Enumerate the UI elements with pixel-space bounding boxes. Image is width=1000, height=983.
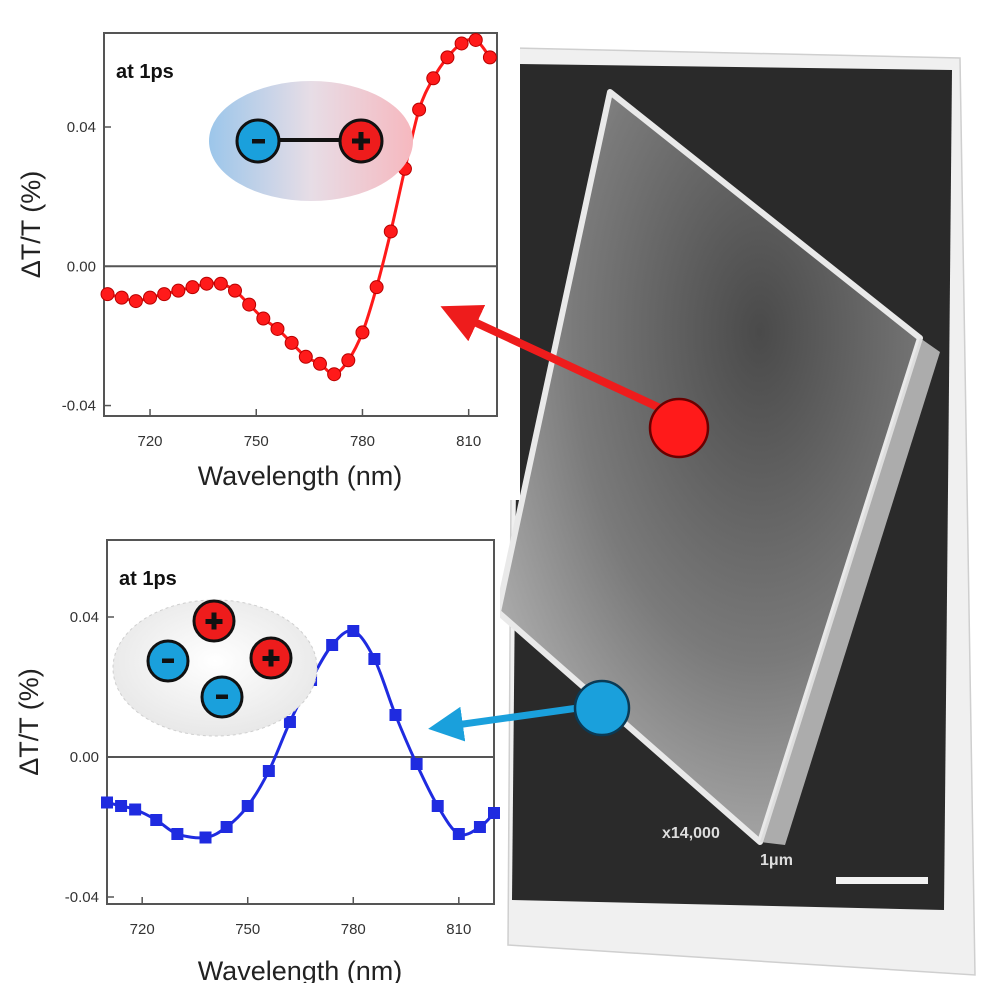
bottom-plot-card bbox=[30, 520, 500, 983]
bottom-data-point bbox=[488, 807, 500, 819]
top-data-point bbox=[185, 280, 200, 295]
top-data-point bbox=[327, 367, 342, 382]
bottom-y-axis-label: ΔT/T (%) bbox=[14, 668, 44, 776]
top-data-point bbox=[369, 280, 384, 295]
top-data-point bbox=[270, 321, 285, 336]
top-y-tick-label: 0.00 bbox=[67, 258, 96, 275]
bottom-data-point bbox=[326, 639, 339, 651]
bound-exciton-pair-icon bbox=[209, 81, 413, 201]
bottom-x-tick-label: 780 bbox=[341, 921, 366, 938]
blue-circle-marker bbox=[573, 679, 631, 737]
bottom-x-tick-label: 810 bbox=[446, 921, 471, 938]
red-arrow bbox=[440, 304, 662, 412]
sem-scale-label: 1μm bbox=[760, 852, 793, 869]
bottom-x-tick-label: 750 bbox=[235, 921, 260, 938]
top-y-tick-label: -0.04 bbox=[62, 398, 96, 415]
top-data-point bbox=[128, 294, 143, 309]
bottom-annotation-at-1ps: at 1ps bbox=[119, 568, 177, 590]
bottom-data-point bbox=[347, 625, 360, 637]
bottom-data-point bbox=[241, 800, 254, 812]
top-data-point bbox=[454, 36, 469, 51]
top-x-axis-label: Wavelength (nm) bbox=[198, 461, 403, 491]
blue-arrow bbox=[428, 704, 579, 742]
top-data-point bbox=[284, 335, 299, 350]
top-data-point bbox=[341, 353, 356, 368]
bottom-x-tick-label: 720 bbox=[130, 921, 155, 938]
bottom-data-point bbox=[368, 653, 381, 665]
top-data-point bbox=[355, 325, 370, 340]
bottom-data-point bbox=[101, 796, 113, 809]
top-annotation-at-1ps: at 1ps bbox=[116, 61, 174, 83]
top-data-point bbox=[100, 287, 115, 302]
top-data-point bbox=[312, 356, 327, 371]
top-data-point bbox=[383, 224, 398, 239]
free-carriers-icon bbox=[112, 599, 318, 737]
bottom-y-tick-label: -0.04 bbox=[65, 889, 99, 906]
top-data-point bbox=[143, 290, 158, 305]
bottom-data-point bbox=[220, 821, 233, 833]
bottom-data-point bbox=[452, 828, 465, 840]
bottom-data-point bbox=[410, 758, 423, 770]
top-data-point bbox=[157, 287, 172, 302]
top-x-tick-label: 720 bbox=[138, 433, 163, 450]
sem-image-panel: x14,000 1μm bbox=[495, 47, 976, 976]
bottom-data-point bbox=[171, 828, 184, 840]
bottom-data-point bbox=[150, 814, 163, 826]
bottom-data-point bbox=[389, 709, 402, 721]
sem-magnification-label: x14,000 bbox=[662, 825, 720, 842]
bottom-data-point bbox=[115, 800, 128, 812]
sem-scale-bar bbox=[836, 877, 928, 884]
top-x-tick-label: 780 bbox=[350, 433, 375, 450]
top-data-point bbox=[199, 276, 214, 291]
top-data-point bbox=[213, 276, 228, 291]
top-data-point bbox=[171, 283, 186, 298]
top-plot-frame bbox=[103, 32, 498, 417]
top-data-point bbox=[426, 71, 441, 86]
top-data-point bbox=[228, 283, 242, 298]
top-data-point bbox=[468, 32, 483, 47]
bottom-data-point bbox=[199, 831, 212, 844]
bottom-y-tick-label: 0.00 bbox=[70, 749, 99, 766]
top-x-tick-label: 750 bbox=[244, 433, 269, 450]
top-y-axis-label: ΔT/T (%) bbox=[16, 171, 46, 279]
bottom-data-point bbox=[129, 803, 142, 816]
bottom-data-point bbox=[431, 800, 444, 812]
red-circle-marker bbox=[648, 397, 710, 459]
top-data-point bbox=[482, 50, 497, 65]
bottom-x-axis-label: Wavelength (nm) bbox=[198, 956, 403, 983]
bottom-data-point bbox=[473, 821, 486, 833]
top-data-point bbox=[256, 311, 271, 326]
top-y-tick-label: 0.04 bbox=[67, 119, 96, 136]
top-data-point bbox=[440, 50, 455, 65]
top-data-point bbox=[412, 102, 427, 117]
bottom-data-point bbox=[283, 716, 296, 728]
bottom-spectrum-chart: 720 750 780 810 0.04 0.00 -0.04 Wavelength (nm)… bbox=[14, 539, 500, 983]
top-data-point bbox=[114, 290, 129, 305]
top-data-point bbox=[298, 349, 313, 364]
top-spectrum-chart: 720 750 780 810 0.04 0.00 -0.04 Wavelength (nm)… bbox=[16, 32, 498, 491]
top-data-point bbox=[242, 297, 257, 312]
bottom-y-tick-label: 0.04 bbox=[70, 609, 99, 626]
bottom-data-point bbox=[262, 765, 275, 777]
top-x-tick-label: 810 bbox=[456, 433, 481, 450]
